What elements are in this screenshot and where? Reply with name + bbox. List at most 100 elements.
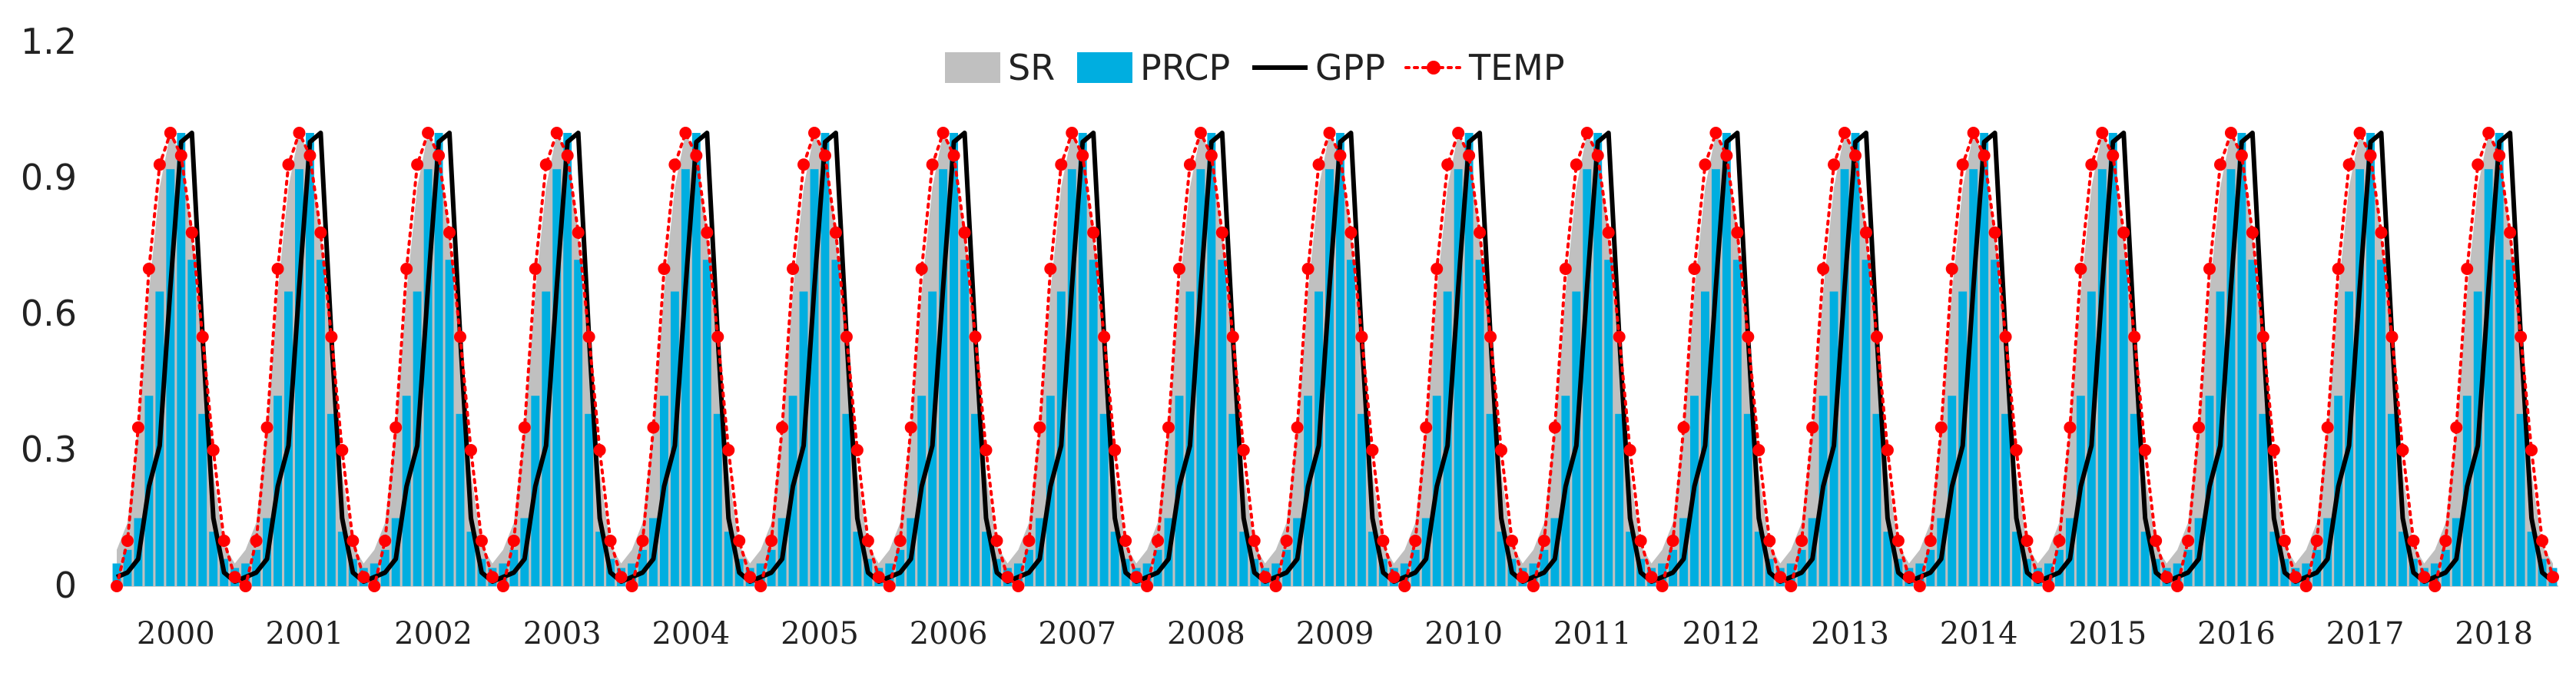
temp-marker	[636, 535, 649, 547]
temp-marker	[2107, 149, 2120, 162]
temp-marker	[1891, 535, 1905, 547]
prcp-bar	[950, 133, 959, 586]
temp-marker	[1152, 535, 1165, 547]
prcp-bar	[2441, 549, 2450, 586]
temp-marker	[776, 421, 789, 434]
temp-marker	[207, 444, 220, 456]
prcp-bar	[1207, 133, 1216, 586]
temp-marker	[1752, 444, 1765, 456]
prcp-bar	[1110, 532, 1119, 586]
temp-marker	[561, 149, 574, 162]
temp-marker	[1044, 263, 1057, 275]
x-tick-label: 2008	[1167, 616, 1245, 651]
prcp-bar	[1872, 413, 1881, 586]
temp-marker	[658, 263, 671, 275]
x-tick-label: 2015	[2068, 616, 2147, 651]
temp-marker	[1785, 580, 1798, 592]
temp-marker	[2428, 580, 2442, 592]
temp-marker	[990, 535, 1003, 547]
temp-marker	[164, 127, 177, 139]
temp-marker	[2010, 444, 2023, 456]
temp-marker	[1033, 421, 1046, 434]
prcp-bar	[1840, 169, 1849, 586]
prcp-bar	[724, 532, 733, 586]
prcp-bar	[2259, 413, 2268, 586]
temp-marker	[293, 127, 306, 139]
temp-marker	[1902, 571, 1915, 584]
prcp-bar	[1797, 549, 1806, 586]
temp-marker	[110, 580, 123, 592]
prcp-bar	[1336, 133, 1344, 586]
temp-marker	[1699, 158, 1712, 171]
y-tick-label: 0.9	[21, 157, 77, 198]
temp-marker	[647, 421, 660, 434]
prcp-bar	[445, 260, 454, 586]
temp-marker	[1355, 330, 1368, 343]
temp-line	[114, 128, 2555, 589]
temp-marker	[1945, 263, 1958, 275]
temp-marker	[2053, 535, 2066, 547]
temp-marker	[2342, 158, 2356, 171]
temp-marker	[1269, 580, 1282, 592]
temp-marker	[1087, 226, 1100, 239]
x-tick-label: 2005	[781, 616, 859, 651]
prcp-bar	[1743, 413, 1752, 586]
prcp-bar	[1099, 413, 1109, 586]
temp-marker	[1720, 149, 1733, 162]
legend-label: SR	[1008, 47, 1055, 88]
temp-marker	[1452, 127, 1465, 139]
temp-marker	[2139, 444, 2152, 456]
temp-marker	[1141, 580, 1154, 592]
prcp-bar	[2248, 260, 2257, 586]
temp-marker	[2418, 571, 2431, 584]
prcp-bar	[1196, 169, 1205, 586]
temp-marker	[1838, 127, 1852, 139]
temp-marker	[507, 535, 520, 547]
temp-marker	[1323, 127, 1336, 139]
prcp-bar	[1411, 549, 1420, 586]
temp-marker	[1613, 330, 1626, 343]
temp-marker	[379, 535, 392, 547]
prcp-bar	[1991, 260, 2000, 586]
temp-marker	[239, 580, 252, 592]
temp-marker	[872, 571, 885, 584]
temp-marker	[1194, 127, 1207, 139]
prcp-bar	[1583, 169, 1592, 586]
temp-marker	[1559, 263, 1572, 275]
prcp-bar	[595, 532, 605, 586]
temp-marker	[433, 149, 446, 162]
temp-marker	[1580, 127, 1593, 139]
temp-marker	[1172, 263, 1185, 275]
temp-marker	[2375, 226, 2388, 239]
y-tick-label: 0.3	[21, 429, 77, 470]
temp-marker	[1688, 263, 1701, 275]
prcp-bar	[1883, 532, 1892, 586]
temp-marker	[2267, 444, 2280, 456]
temp-marker	[271, 263, 284, 275]
temp-marker	[840, 330, 853, 343]
temp-marker	[2235, 149, 2248, 162]
temp-marker	[1109, 444, 1122, 456]
temp-marker	[1312, 158, 1325, 171]
temp-marker	[411, 158, 424, 171]
temp-marker	[539, 158, 552, 171]
temp-marker	[1516, 571, 1529, 584]
prcp-bar	[1454, 169, 1463, 586]
prcp-bar	[2130, 413, 2139, 586]
temp-marker	[2074, 263, 2087, 275]
legend-item: PRCP	[1077, 47, 1230, 88]
prcp-bar	[1926, 549, 1935, 586]
temp-marker	[615, 571, 628, 584]
prcp-bar	[327, 413, 336, 586]
temp-marker	[2096, 127, 2109, 139]
prcp-bar	[1218, 260, 1227, 586]
prcp-bar	[423, 169, 433, 586]
temp-marker	[1162, 421, 1175, 434]
temp-marker	[1881, 444, 1894, 456]
temp-marker	[1999, 330, 2012, 343]
x-tick-label: 2018	[2455, 616, 2533, 651]
temp-marker	[2021, 535, 2034, 547]
temp-marker	[926, 158, 939, 171]
